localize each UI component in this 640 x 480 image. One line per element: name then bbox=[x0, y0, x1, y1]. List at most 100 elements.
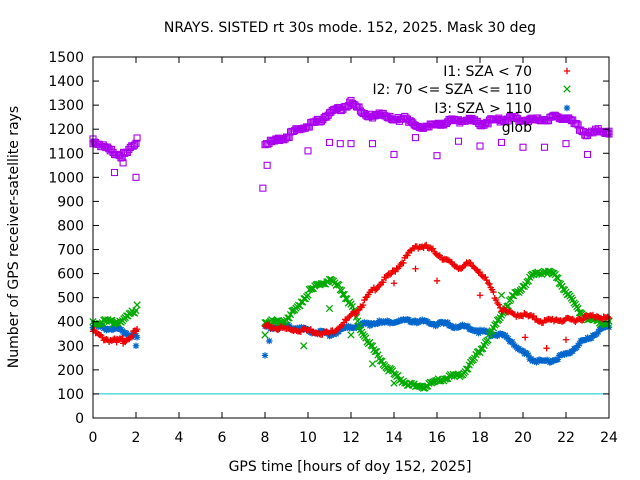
axes: 0100200300400500600700800900100011001200… bbox=[48, 50, 618, 446]
outlier-point bbox=[325, 138, 334, 146]
data-point bbox=[131, 141, 139, 149]
data-point bbox=[530, 312, 537, 320]
data-point bbox=[604, 313, 611, 320]
chart-title: NRAYS. SISTED rt 30s mode. 152, 2025. Ma… bbox=[164, 20, 536, 36]
data-point bbox=[475, 329, 482, 337]
x-tick-label: 18 bbox=[471, 430, 489, 446]
x-tick-label: 24 bbox=[600, 430, 618, 446]
outlier-point bbox=[261, 352, 269, 359]
outlier-point bbox=[347, 331, 355, 339]
data-point bbox=[133, 134, 141, 142]
data-point bbox=[414, 382, 422, 390]
outlier-point bbox=[543, 345, 550, 352]
series-layer bbox=[89, 96, 613, 392]
outlier-point bbox=[497, 291, 506, 299]
data-point bbox=[366, 322, 374, 330]
x-tick-label: 22 bbox=[557, 430, 575, 446]
data-point bbox=[405, 316, 412, 323]
x-tick-label: 2 bbox=[132, 430, 141, 446]
outlier-point bbox=[368, 360, 377, 368]
data-point bbox=[576, 340, 583, 347]
data-point bbox=[573, 344, 580, 351]
data-point bbox=[588, 334, 595, 342]
data-point bbox=[482, 274, 489, 281]
outlier-point bbox=[519, 143, 527, 151]
outlier-point bbox=[454, 137, 463, 145]
y-tick-label: 900 bbox=[57, 194, 84, 210]
data-point bbox=[423, 241, 430, 249]
outlier-point bbox=[119, 340, 127, 347]
outlier-point bbox=[119, 159, 127, 167]
data-point bbox=[486, 280, 493, 288]
outlier-point bbox=[521, 334, 529, 341]
data-point bbox=[358, 321, 365, 329]
data-point bbox=[374, 320, 382, 328]
y-tick-label: 700 bbox=[57, 243, 84, 259]
x-tick-label: 10 bbox=[299, 430, 317, 446]
outlier-point bbox=[433, 152, 441, 160]
outlier-point bbox=[110, 168, 119, 177]
data-point bbox=[376, 282, 383, 289]
y-tick-label: 1500 bbox=[48, 50, 84, 66]
data-point bbox=[307, 326, 315, 333]
data-point bbox=[464, 365, 472, 373]
outlier-point bbox=[476, 142, 484, 150]
legend-label: glob bbox=[502, 120, 532, 136]
data-point bbox=[354, 317, 362, 325]
data-point bbox=[133, 334, 141, 341]
legend-label: I3: SZA > 110 bbox=[434, 101, 532, 117]
data-point bbox=[484, 336, 492, 344]
data-point bbox=[467, 259, 474, 267]
outlier-point bbox=[390, 280, 398, 287]
series-1 bbox=[89, 241, 613, 352]
outlier-point bbox=[96, 331, 103, 339]
x-tick-label: 20 bbox=[514, 430, 532, 446]
data-point bbox=[280, 324, 287, 331]
outlier-point bbox=[261, 331, 269, 339]
data-point bbox=[380, 279, 387, 286]
data-point bbox=[304, 291, 312, 299]
data-point bbox=[483, 277, 490, 284]
y-tick-label: 600 bbox=[57, 267, 84, 283]
x-tick-label: 12 bbox=[342, 430, 360, 446]
outlier-point bbox=[411, 134, 420, 142]
data-point bbox=[490, 288, 497, 296]
outlier-point bbox=[583, 150, 592, 159]
legend-label: I2: 70 <= SZA <= 110 bbox=[372, 82, 532, 98]
outlier-point bbox=[562, 140, 570, 148]
data-point bbox=[444, 319, 451, 326]
data-point bbox=[464, 322, 472, 330]
legend: I1: SZA < 70 I2: 70 <= SZA <= 110 I3: SZA … bbox=[372, 64, 571, 136]
y-tick-label: 100 bbox=[57, 387, 84, 403]
data-point bbox=[460, 262, 468, 270]
legend-marker bbox=[563, 104, 571, 112]
data-point bbox=[359, 301, 367, 309]
data-point bbox=[519, 347, 527, 355]
data-point bbox=[354, 307, 361, 314]
legend-label: I1: SZA < 70 bbox=[443, 64, 532, 80]
y-tick-label: 500 bbox=[57, 291, 84, 307]
x-tick-label: 14 bbox=[385, 430, 403, 446]
outlier-point bbox=[336, 140, 344, 148]
x-axis-label: GPS time [hours of doy 152, 2025] bbox=[229, 459, 472, 475]
y-tick-label: 1100 bbox=[48, 146, 84, 162]
outlier-point bbox=[132, 328, 140, 335]
data-point bbox=[133, 301, 141, 309]
legend-marker bbox=[563, 67, 571, 75]
data-point bbox=[492, 296, 500, 304]
data-point bbox=[335, 328, 343, 335]
y-tick-label: 1200 bbox=[48, 122, 84, 138]
y-tick-label: 1000 bbox=[48, 170, 84, 186]
y-tick-label: 0 bbox=[75, 411, 84, 427]
data-point bbox=[337, 323, 345, 330]
data-point bbox=[476, 268, 484, 276]
y-tick-label: 1300 bbox=[48, 98, 84, 114]
data-point bbox=[274, 326, 282, 334]
outlier-point bbox=[263, 161, 271, 169]
outlier-point bbox=[325, 304, 334, 313]
data-point bbox=[429, 245, 437, 252]
y-axis-label: Number of GPS receiver-satellite rays bbox=[6, 106, 22, 368]
data-point bbox=[578, 317, 586, 324]
outlier-point bbox=[304, 147, 312, 155]
